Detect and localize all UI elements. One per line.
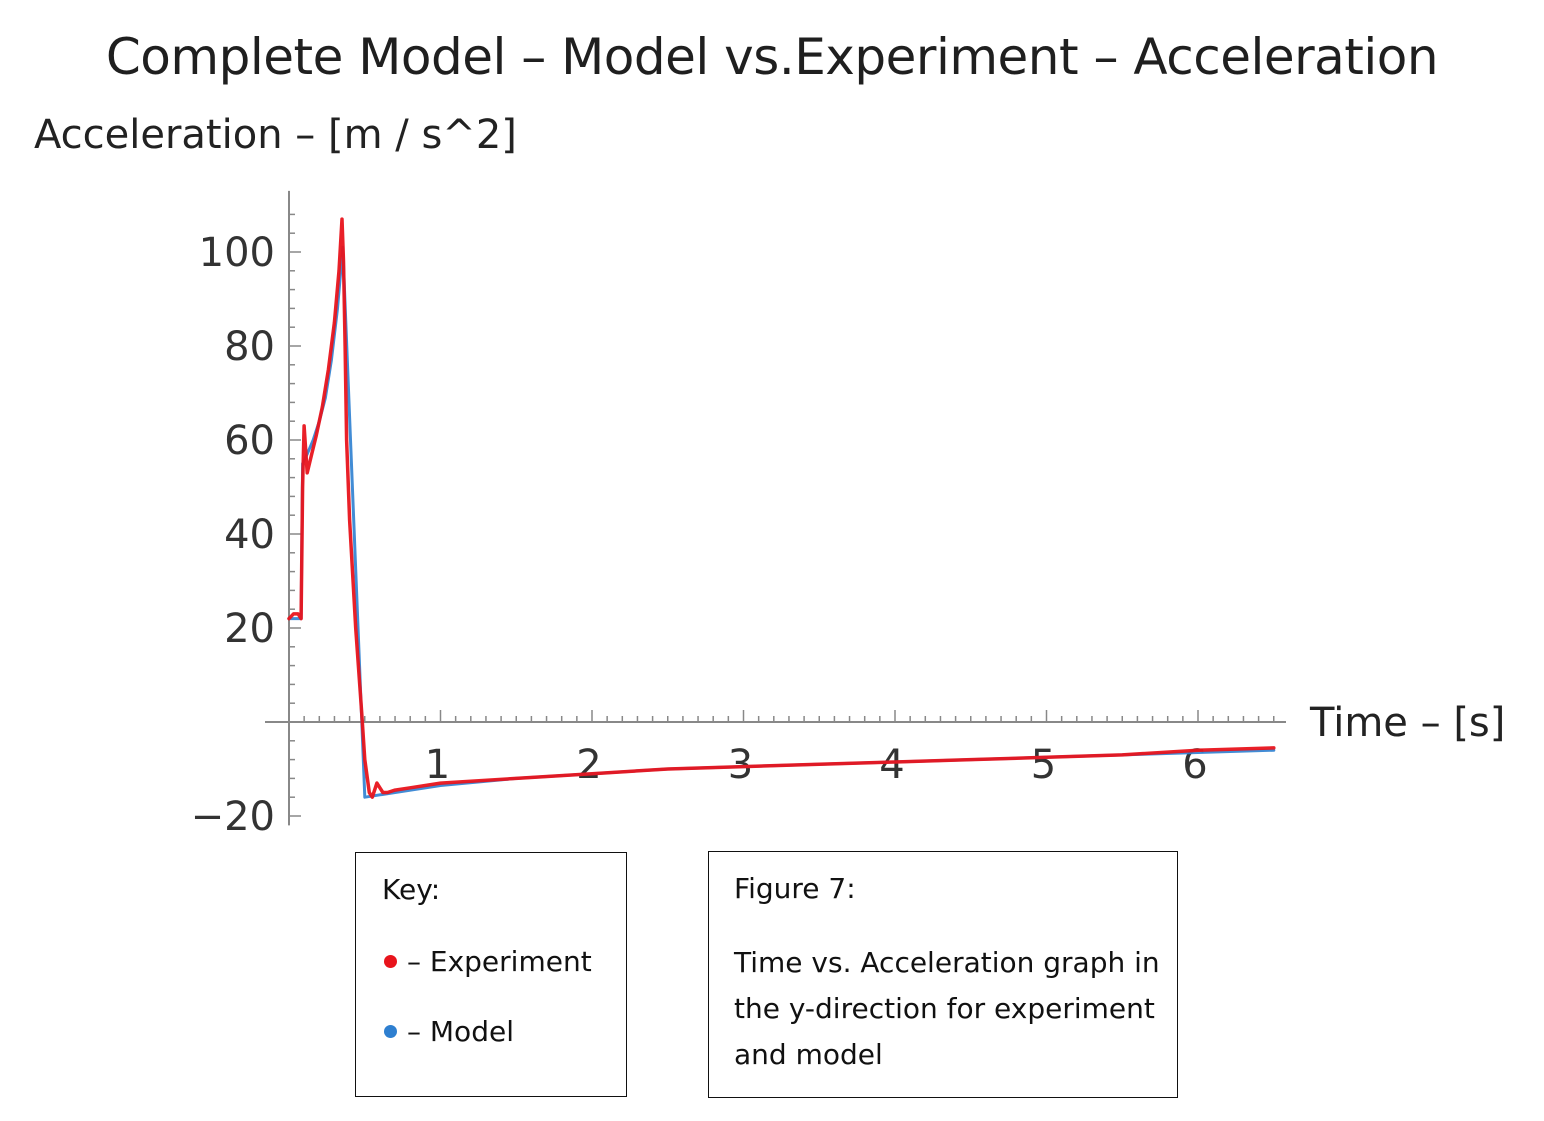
y-tick-label: 100	[199, 230, 275, 276]
series-line-experiment	[287, 217, 1276, 799]
y-axis-label: Acceleration – [m / s^2]	[34, 112, 517, 158]
series-line-model	[287, 245, 1276, 799]
x-tick-label: 2	[576, 742, 601, 788]
legend-item-model: – Model	[384, 1015, 514, 1048]
chart-title: Complete Model – Model vs.Experiment – A…	[105, 28, 1439, 86]
x-tick-label: 4	[879, 742, 904, 788]
y-tick-label: 20	[224, 606, 275, 652]
figure-caption-box: Figure 7: Time vs. Acceleration graph in…	[708, 851, 1178, 1098]
legend-key-box: Key: – Experiment – Model	[355, 852, 627, 1097]
key-title: Key:	[382, 873, 441, 906]
figure-caption: Time vs. Acceleration graph in the y-dir…	[734, 946, 1160, 1071]
y-tick-label: 40	[224, 512, 275, 558]
x-tick-label: 5	[1031, 742, 1056, 788]
x-axis-label: Time – [s]	[1309, 700, 1505, 746]
legend-label-experiment: – Experiment	[407, 945, 592, 978]
blue-dot-icon	[384, 1025, 397, 1038]
legend-label-model: – Model	[407, 1015, 514, 1048]
red-dot-icon	[384, 955, 397, 968]
y-tick-label: 60	[224, 418, 275, 464]
y-tick-label: 80	[224, 324, 275, 370]
x-tick-label: 1	[425, 742, 450, 788]
y-tick-label: −20	[191, 794, 275, 840]
legend-item-experiment: – Experiment	[384, 945, 592, 978]
figure-title: Figure 7:	[734, 872, 856, 905]
